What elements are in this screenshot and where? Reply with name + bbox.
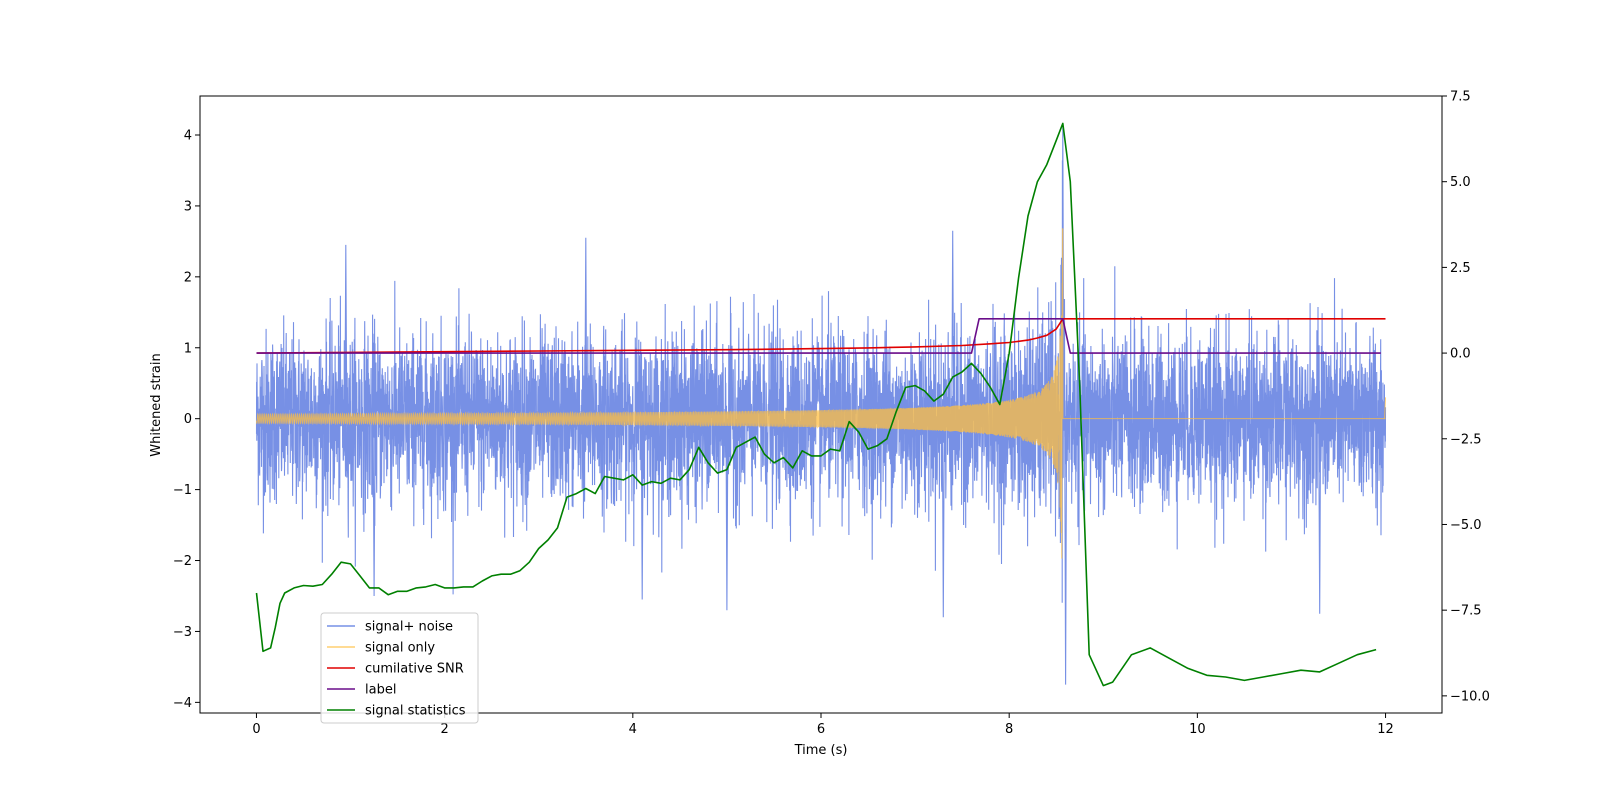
x-tick-label: 6 bbox=[817, 722, 825, 737]
y2-tick-label: −2.5 bbox=[1450, 432, 1482, 447]
plot-area bbox=[255, 122, 1387, 687]
y-tick-label: −4 bbox=[173, 696, 192, 711]
legend-label: signal statistics bbox=[365, 704, 466, 719]
series-cumulative-snr bbox=[256, 318, 1386, 354]
x-tick-label: 8 bbox=[1005, 722, 1013, 737]
y-axis-left: −4 −3 −2 −1 0 1 2 3 4 bbox=[173, 129, 200, 711]
legend-label: signal only bbox=[365, 641, 435, 656]
y2-tick-label: 7.5 bbox=[1450, 90, 1471, 105]
y2-tick-label: −5.0 bbox=[1450, 518, 1482, 533]
y-tick-label: 1 bbox=[184, 341, 192, 356]
x-tick-label: 0 bbox=[252, 722, 260, 737]
y-axis-right: −10.0 −7.5 −5.0 −2.5 0.0 2.5 5.0 7.5 bbox=[1442, 90, 1490, 704]
y2-tick-label: 5.0 bbox=[1450, 175, 1471, 190]
x-tick-label: 4 bbox=[629, 722, 637, 737]
legend-label: signal+ noise bbox=[365, 620, 453, 635]
series-signal-statistics bbox=[255, 122, 1377, 687]
legend-label: label bbox=[365, 683, 396, 698]
legend-label: cumilative SNR bbox=[365, 662, 464, 677]
x-tick-label: 2 bbox=[440, 722, 448, 737]
y2-tick-label: 0.0 bbox=[1450, 347, 1471, 362]
y2-tick-label: −10.0 bbox=[1450, 689, 1490, 704]
x-tick-label: 10 bbox=[1189, 722, 1206, 737]
y-tick-label: 4 bbox=[184, 129, 192, 144]
series-signal-only bbox=[255, 228, 1386, 559]
y-tick-label: 2 bbox=[184, 270, 192, 285]
y2-tick-label: −7.5 bbox=[1450, 604, 1482, 619]
y-tick-label: 3 bbox=[184, 199, 192, 214]
y-tick-label: −1 bbox=[173, 483, 192, 498]
legend-box bbox=[320, 612, 479, 724]
x-axis: 0 2 4 6 8 10 12 bbox=[252, 713, 1394, 737]
y-tick-label: 0 bbox=[184, 412, 192, 427]
x-axis-label: Time (s) bbox=[794, 743, 848, 758]
y-tick-label: −3 bbox=[173, 625, 192, 640]
y-tick-label: −2 bbox=[173, 554, 192, 569]
y2-tick-label: 2.5 bbox=[1450, 261, 1471, 276]
y-axis-label: Whitened strain bbox=[149, 353, 164, 456]
series-label bbox=[256, 318, 1381, 354]
legend: signal+ noise signal only cumilative SNR la… bbox=[320, 612, 479, 724]
x-tick-label: 12 bbox=[1377, 722, 1394, 737]
